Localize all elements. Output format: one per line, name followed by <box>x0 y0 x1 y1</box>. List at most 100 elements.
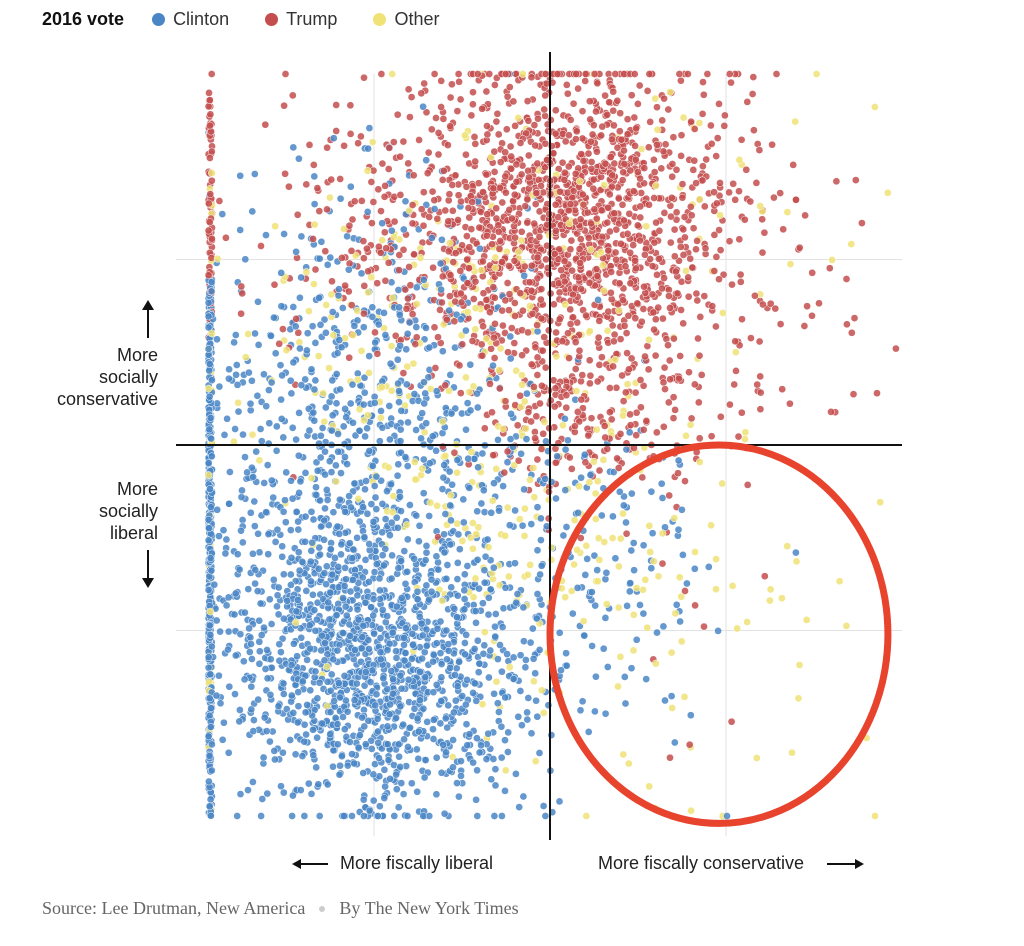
point-clinton <box>419 489 428 498</box>
point-clinton <box>449 763 457 772</box>
point-trump <box>670 225 679 234</box>
point-trump <box>380 192 389 201</box>
point-clinton <box>686 711 695 720</box>
point-trump <box>629 241 638 249</box>
point-clinton <box>399 225 408 234</box>
point-trump <box>430 323 439 332</box>
point-trump <box>483 122 491 130</box>
point-clinton <box>537 514 545 523</box>
point-clinton <box>392 785 401 794</box>
point-other <box>728 582 737 590</box>
point-trump <box>520 262 529 271</box>
point-clinton <box>345 539 354 548</box>
point-other <box>501 531 510 540</box>
point-clinton <box>380 309 388 317</box>
point-trump <box>779 225 788 234</box>
point-clinton <box>421 673 430 681</box>
point-clinton <box>568 609 577 618</box>
point-trump <box>572 135 580 143</box>
point-clinton <box>392 770 400 779</box>
point-other <box>629 646 638 655</box>
point-clinton <box>657 479 666 488</box>
point-trump <box>689 166 698 174</box>
point-trump <box>731 337 740 346</box>
point-other <box>812 70 821 78</box>
point-trump <box>803 302 811 311</box>
point-trump <box>438 176 447 184</box>
point-trump <box>659 378 668 387</box>
point-trump <box>574 273 583 282</box>
point-trump <box>692 289 701 298</box>
point-trump <box>237 282 246 291</box>
point-other <box>623 380 632 389</box>
point-clinton <box>271 349 280 358</box>
point-trump <box>632 124 640 133</box>
point-trump <box>735 187 743 196</box>
point-trump <box>850 314 859 322</box>
point-trump <box>581 458 590 467</box>
point-clinton <box>395 303 403 312</box>
point-trump <box>750 126 758 135</box>
point-trump <box>551 129 560 138</box>
point-trump <box>533 321 541 330</box>
point-other <box>520 532 529 540</box>
point-clinton <box>360 388 369 397</box>
point-clinton <box>223 414 231 423</box>
point-trump <box>505 306 513 314</box>
point-trump <box>444 217 453 226</box>
point-clinton <box>205 802 214 811</box>
point-other <box>643 623 652 632</box>
point-trump <box>592 265 601 273</box>
point-trump <box>384 165 393 173</box>
point-trump <box>638 473 647 482</box>
point-trump <box>577 377 585 386</box>
point-clinton <box>469 758 477 767</box>
point-trump <box>680 213 689 221</box>
point-trump <box>644 365 653 374</box>
point-other <box>766 585 775 594</box>
point-clinton <box>422 156 431 165</box>
point-clinton <box>350 696 359 704</box>
point-trump <box>471 277 480 286</box>
point-trump <box>639 425 648 434</box>
point-trump <box>511 312 519 320</box>
point-trump <box>653 270 661 279</box>
point-clinton <box>495 506 503 515</box>
point-clinton <box>577 473 585 482</box>
point-clinton <box>308 322 317 331</box>
point-trump <box>786 399 794 408</box>
point-clinton <box>315 439 323 448</box>
point-clinton <box>561 486 570 494</box>
point-trump <box>494 227 503 236</box>
point-trump <box>641 289 650 297</box>
point-other <box>327 290 336 299</box>
point-clinton <box>520 271 529 280</box>
point-clinton <box>219 526 228 535</box>
point-clinton <box>457 757 465 765</box>
point-trump <box>755 337 764 346</box>
point-trump <box>576 259 584 267</box>
point-trump <box>825 264 834 273</box>
point-other <box>718 479 727 488</box>
point-trump <box>585 97 594 106</box>
point-trump <box>652 218 660 227</box>
point-trump <box>206 121 214 130</box>
point-clinton <box>238 516 247 524</box>
point-trump <box>636 202 645 211</box>
point-clinton <box>370 568 379 576</box>
point-trump <box>693 296 702 305</box>
point-trump <box>641 352 649 361</box>
point-trump <box>731 195 740 204</box>
point-clinton <box>453 456 462 464</box>
point-clinton <box>363 509 372 518</box>
point-clinton <box>433 624 442 633</box>
point-clinton <box>327 468 336 476</box>
point-clinton <box>427 575 436 584</box>
point-clinton <box>555 628 564 637</box>
point-other <box>234 398 242 407</box>
point-clinton <box>392 714 400 722</box>
point-clinton <box>440 461 449 469</box>
point-clinton <box>447 516 455 525</box>
point-other <box>585 478 594 487</box>
point-clinton <box>367 745 376 753</box>
